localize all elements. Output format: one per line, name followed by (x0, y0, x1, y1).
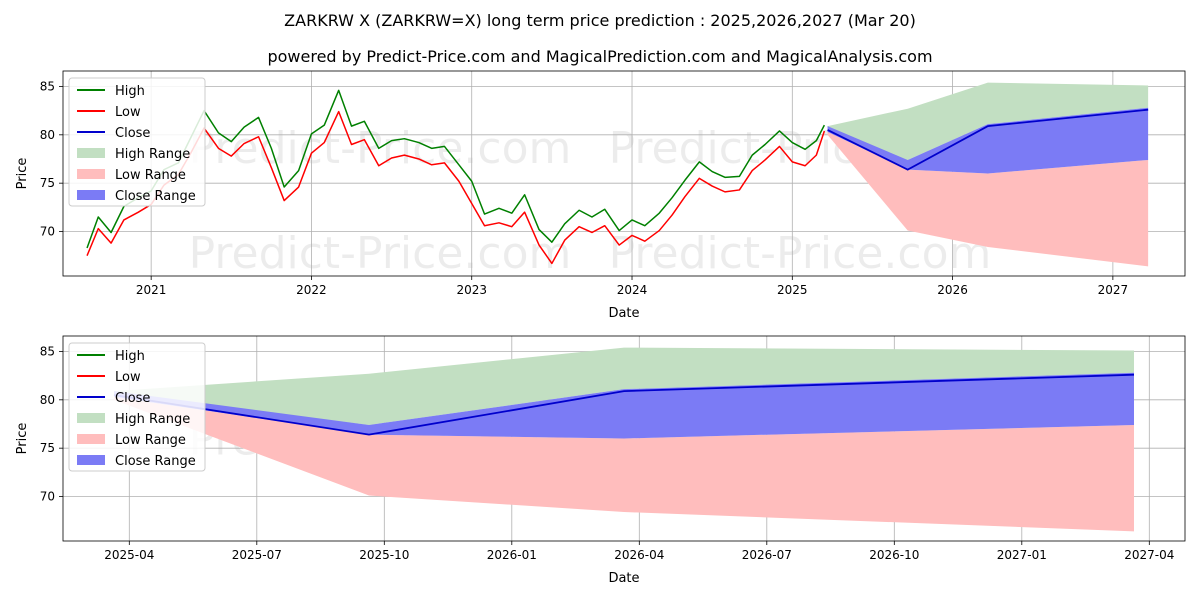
high-range-band (114, 347, 1134, 425)
bottom-panel: Predict-Price.comPredict-Price.com2025-0… (15, 335, 1186, 586)
y-tick-label: 80 (40, 393, 55, 407)
x-axis-label: Date (608, 571, 639, 586)
x-tick-label: 2024 (617, 283, 648, 297)
chart-title: ZARKRW X (ZARKRW=X) long term price pred… (284, 11, 916, 30)
axes-frame (62, 70, 1186, 277)
legend-close-label: Close (115, 391, 150, 406)
legend-low-range-label: Low Range (115, 433, 186, 448)
x-tick-label: 2025 (777, 283, 808, 297)
close-forecast-line (827, 108, 1149, 171)
x-tick-label: 2023 (456, 283, 487, 297)
legend-low-label: Low (115, 370, 141, 385)
y-axis-label: Price (15, 423, 30, 455)
x-tick-label: 2027-04 (1124, 548, 1174, 562)
legend-close-range-label: Close Range (115, 454, 196, 469)
y-tick-label: 70 (40, 490, 55, 504)
y-tick-label: 75 (40, 441, 55, 455)
close-forecast-line (113, 373, 1135, 436)
close-range-band (114, 372, 1134, 439)
low-range-band (114, 396, 1134, 532)
legend-high-range-label: High Range (115, 147, 190, 162)
x-tick-label: 2021 (136, 283, 167, 297)
legend-high-label: High (115, 84, 145, 99)
high-range-band (827, 82, 1149, 160)
legend-high-range-label: High Range (115, 412, 190, 427)
close-range-band (827, 107, 1149, 174)
chart-subtitle: powered by Predict-Price.com and Magical… (267, 47, 932, 66)
top-panel: Predict-Price.com Predict-Price.com Predic… (15, 70, 1186, 321)
legend-close-range-swatch (77, 190, 105, 200)
x-tick-label: 2022 (296, 283, 327, 297)
x-tick-label: 2026-04 (614, 548, 664, 562)
legend-close-range-label: Close Range (115, 189, 196, 204)
x-tick-label: 2025-07 (232, 548, 282, 562)
y-tick-label: 85 (40, 344, 55, 358)
x-tick-label: 2027 (1098, 283, 1129, 297)
x-tick-label: 2025-04 (104, 548, 154, 562)
legend-low-range-swatch (77, 434, 105, 444)
y-tick-label: 80 (40, 128, 55, 142)
watermark-text: Predict-Price.com (609, 228, 992, 279)
y-tick-label: 75 (40, 176, 55, 190)
legend-low-label: Low (115, 105, 141, 120)
legend-high-range-swatch (77, 413, 105, 423)
x-tick-label: 2027-01 (997, 548, 1047, 562)
high-line (86, 89, 826, 249)
low-range-band (827, 131, 1149, 267)
watermark-text: Predict-Price.com (189, 123, 572, 174)
x-tick-label: 2026 (937, 283, 968, 297)
axes-frame (62, 335, 1186, 542)
legend-high-range-swatch (77, 148, 105, 158)
x-tick-label: 2025-10 (359, 548, 409, 562)
x-tick-label: 2026-07 (742, 548, 792, 562)
legend-close-range-swatch (77, 455, 105, 465)
y-axis-label: Price (15, 158, 30, 190)
low-line (86, 110, 826, 265)
legend-high-label: High (115, 349, 145, 364)
x-tick-label: 2026-01 (487, 548, 537, 562)
y-tick-label: 70 (40, 225, 55, 239)
legend-close-label: Close (115, 126, 150, 141)
x-tick-label: 2026-10 (869, 548, 919, 562)
watermark-text: Predict-Price.com (189, 228, 572, 279)
legend-low-range-swatch (77, 169, 105, 179)
y-tick-label: 85 (40, 79, 55, 93)
x-axis-label: Date (608, 306, 639, 321)
legend-low-range-label: Low Range (115, 168, 186, 183)
